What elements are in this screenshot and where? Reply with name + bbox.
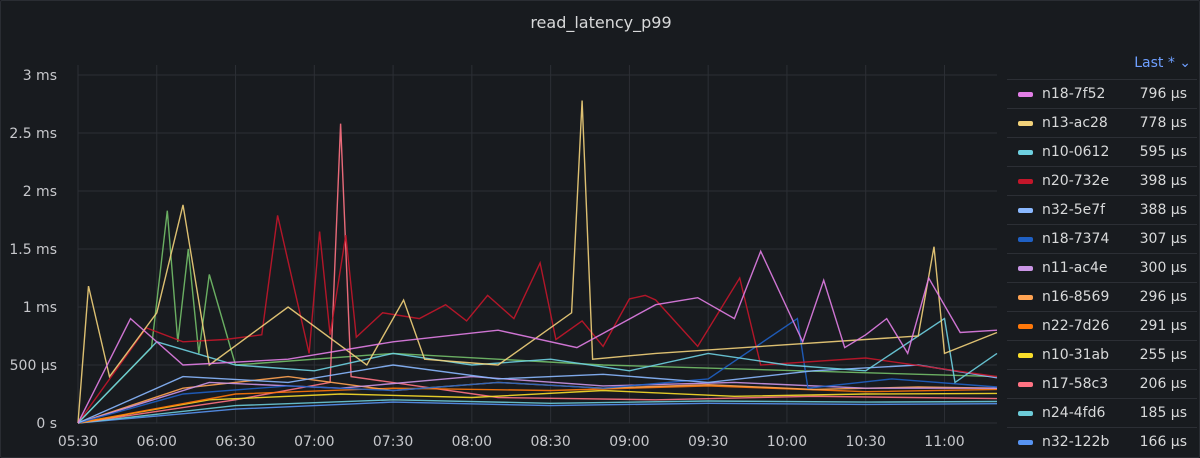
legend-item-value: 307 µs [1139, 231, 1187, 247]
y-tick-label: 2 ms [23, 184, 57, 200]
legend-item[interactable]: n18-7f52 796 µs [1007, 79, 1197, 108]
legend-item-value: 185 µs [1139, 405, 1187, 421]
legend-item-value: 300 µs [1139, 260, 1187, 276]
legend-item[interactable]: n13-ac28 778 µs [1007, 108, 1197, 137]
legend-item-name: n13-ac28 [1042, 115, 1108, 131]
legend-sort-button[interactable]: Last * ⌄ [1134, 55, 1191, 71]
legend-item-name: n10-31ab [1042, 347, 1110, 363]
legend-item-value: 255 µs [1139, 347, 1187, 363]
legend-item-value: 291 µs [1139, 318, 1187, 334]
legend-item-name: n18-7f52 [1042, 86, 1106, 102]
legend-swatch [1018, 265, 1033, 271]
legend-item[interactable]: n22-7d26 291 µs [1007, 311, 1197, 340]
legend-item-name: n32-5e7f [1042, 202, 1106, 218]
legend-item[interactable]: n17-58c3 206 µs [1007, 369, 1197, 398]
legend-item-value: 166 µs [1139, 434, 1187, 450]
legend-item[interactable]: n32-5e7f 388 µs [1007, 195, 1197, 224]
legend-swatch [1018, 323, 1033, 329]
y-tick-label: 0 s [36, 416, 57, 432]
series-lines [77, 100, 998, 424]
legend-item[interactable]: n18-7374 307 µs [1007, 224, 1197, 253]
legend-item-name: n18-7374 [1042, 231, 1110, 247]
legend-item[interactable]: n32-122b 166 µs [1007, 427, 1197, 456]
legend-swatch [1018, 381, 1033, 387]
legend-swatch [1018, 178, 1033, 184]
legend-item[interactable]: n24-4fd6 185 µs [1007, 398, 1197, 427]
legend-item-name: n24-4fd6 [1042, 405, 1106, 421]
y-tick-label: 3 ms [23, 68, 57, 84]
x-tick-label: 09:30 [688, 434, 728, 450]
x-tick-label: 05:30 [58, 434, 98, 450]
legend-item-name: n10-0612 [1042, 144, 1110, 160]
x-tick-label: 06:00 [137, 434, 177, 450]
series-line-n18-7f52 [77, 249, 998, 424]
y-tick-label: 1.5 ms [9, 242, 57, 258]
legend-item-name: n16-8569 [1042, 289, 1110, 305]
series-line-n17-58c3 [77, 123, 998, 424]
legend-item-name: n11-ac4e [1042, 260, 1108, 276]
legend: Last * ⌄ n18-7f52 796 µs n13-ac28 778 µs n10… [1007, 55, 1197, 458]
series-line [77, 210, 998, 424]
series-line-n32-5e7f [77, 364, 998, 424]
legend-item[interactable]: n11-ac4e 300 µs [1007, 253, 1197, 282]
legend-item-value: 796 µs [1139, 86, 1187, 102]
legend-swatch [1018, 91, 1033, 97]
y-tick-label: 2.5 ms [9, 126, 57, 142]
legend-swatch [1018, 410, 1033, 416]
legend-item-name: n22-7d26 [1042, 318, 1110, 334]
legend-item-value: 296 µs [1139, 289, 1187, 305]
y-tick-label: 500 µs [10, 358, 57, 374]
legend-item-value: 595 µs [1139, 144, 1187, 160]
series-line-n10-0612 [77, 317, 998, 424]
legend-item-name: n17-58c3 [1042, 376, 1109, 392]
x-tick-label: 06:30 [215, 434, 255, 450]
legend-item-value: 206 µs [1139, 376, 1187, 392]
legend-item-name: n20-732e [1042, 173, 1110, 189]
x-tick-label: 10:00 [767, 434, 807, 450]
legend-item[interactable]: n16-8569 296 µs [1007, 282, 1197, 311]
x-tick-label: 08:30 [530, 434, 570, 450]
series-line-n22-7d26 [77, 385, 998, 424]
legend-item[interactable]: n10-31ab 255 µs [1007, 340, 1197, 369]
x-tick-label: 07:30 [373, 434, 413, 450]
x-tick-label: 09:00 [609, 434, 649, 450]
legend-item-value: 398 µs [1139, 173, 1187, 189]
legend-item[interactable]: n10-0612 595 µs [1007, 137, 1197, 166]
legend-swatch [1018, 352, 1033, 358]
series-line-n18-7374 [77, 317, 998, 424]
series-line-n32-122b [77, 401, 998, 424]
series-line-n10-31ab [77, 389, 998, 424]
grid [77, 65, 997, 424]
legend-item-value: 778 µs [1139, 115, 1187, 131]
x-tick-label: 10:30 [846, 434, 886, 450]
y-tick-label: 1 ms [23, 300, 57, 316]
x-tick-label: 07:00 [294, 434, 334, 450]
legend-swatch [1018, 439, 1033, 445]
x-tick-label: 11:00 [924, 434, 964, 450]
y-axis: 0 s 500 µs 1 ms 1.5 ms 2 ms 2.5 ms 3 ms [9, 68, 57, 432]
legend-swatch [1018, 207, 1033, 213]
legend-swatch [1018, 149, 1033, 155]
series-line-n20-732e [77, 215, 998, 424]
legend-item-name: n32-122b [1042, 434, 1110, 450]
x-tick-label: 08:00 [452, 434, 492, 450]
series-line-n24-4fd6 [77, 399, 998, 424]
legend-swatch [1018, 236, 1033, 242]
series-line-n11-ac4e [77, 375, 997, 424]
legend-item-value: 388 µs [1139, 202, 1187, 218]
legend-swatch [1018, 120, 1033, 126]
panel-title: read_latency_p99 [530, 13, 672, 32]
series-line-n13-ac28 [77, 100, 998, 424]
legend-swatch [1018, 294, 1033, 300]
legend-item[interactable]: n20-732e 398 µs [1007, 166, 1197, 195]
x-axis: 05:30 06:00 06:30 07:00 07:30 08:00 08:30 09:00… [58, 434, 965, 450]
